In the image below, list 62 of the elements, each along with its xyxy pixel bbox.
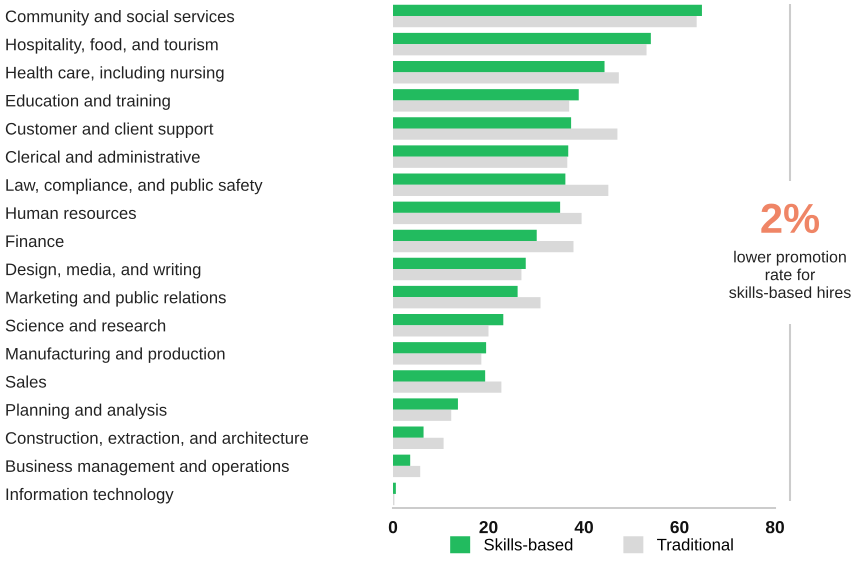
y-tick-label: Construction, extraction, and architecture <box>6 432 308 446</box>
bar <box>393 145 568 157</box>
bar <box>393 117 572 128</box>
y-tick-label: Planning and analysis <box>6 404 167 420</box>
y-tick-label: Human resources <box>6 207 136 220</box>
bar <box>393 61 605 72</box>
bar <box>393 240 574 252</box>
legend-label: Traditional <box>657 538 733 551</box>
bar <box>393 156 568 168</box>
x-tick-label: 0 <box>388 520 398 534</box>
bar <box>393 202 560 213</box>
bar <box>393 72 619 84</box>
bar <box>393 466 420 478</box>
y-tick-label: Law, compliance, and public safety <box>6 178 263 194</box>
y-tick-label: Health care, including nursing <box>6 66 224 82</box>
bar <box>393 297 541 308</box>
y-tick-label: Customer and client support <box>6 122 214 138</box>
bar <box>393 44 647 56</box>
y-tick-label: Hospitality, food, and tourism <box>6 38 218 54</box>
x-tick-label: 60 <box>670 520 688 534</box>
x-tick-label: 80 <box>766 520 784 534</box>
bar <box>393 370 486 382</box>
bar <box>393 454 410 466</box>
bar <box>393 410 452 421</box>
bar <box>393 398 458 410</box>
legend-label: Skills-based <box>484 538 572 551</box>
bar <box>393 173 566 185</box>
y-tick-label: Community and social services <box>6 10 234 26</box>
bar <box>393 314 504 326</box>
bar <box>393 269 522 280</box>
bar <box>393 212 582 224</box>
bar <box>393 382 502 393</box>
bar <box>393 258 526 270</box>
bar <box>393 16 697 28</box>
bar <box>393 230 537 241</box>
x-tick-label: 40 <box>574 520 593 534</box>
y-tick-label: Business management and operations <box>6 460 289 476</box>
y-tick-label: Design, media, and writing <box>6 263 200 279</box>
bar <box>393 100 570 112</box>
y-tick-label: Marketing and public relations <box>6 291 226 307</box>
bar <box>393 32 651 44</box>
bar <box>393 325 488 337</box>
y-tick-label: Science and research <box>6 319 166 332</box>
y-tick-label: Finance <box>6 234 64 248</box>
bar <box>393 89 579 100</box>
bar <box>393 426 424 438</box>
y-tick-label: Information technology <box>6 488 174 504</box>
annotation: lower promotion rate for skills-based hires <box>729 250 851 298</box>
bar <box>393 128 618 140</box>
bar <box>393 4 702 16</box>
bar <box>393 184 608 196</box>
annotation: 2% <box>761 204 820 234</box>
bar <box>393 482 396 494</box>
bar <box>393 286 518 298</box>
y-tick-label: Education and training <box>6 94 170 110</box>
bar <box>393 342 486 354</box>
y-tick-label: Manufacturing and production <box>6 347 224 363</box>
x-tick-label: 20 <box>479 520 498 534</box>
y-tick-label: Sales <box>6 375 46 388</box>
y-tick-label: Clerical and administrative <box>6 150 200 163</box>
bar <box>393 353 482 365</box>
bar <box>393 438 444 449</box>
